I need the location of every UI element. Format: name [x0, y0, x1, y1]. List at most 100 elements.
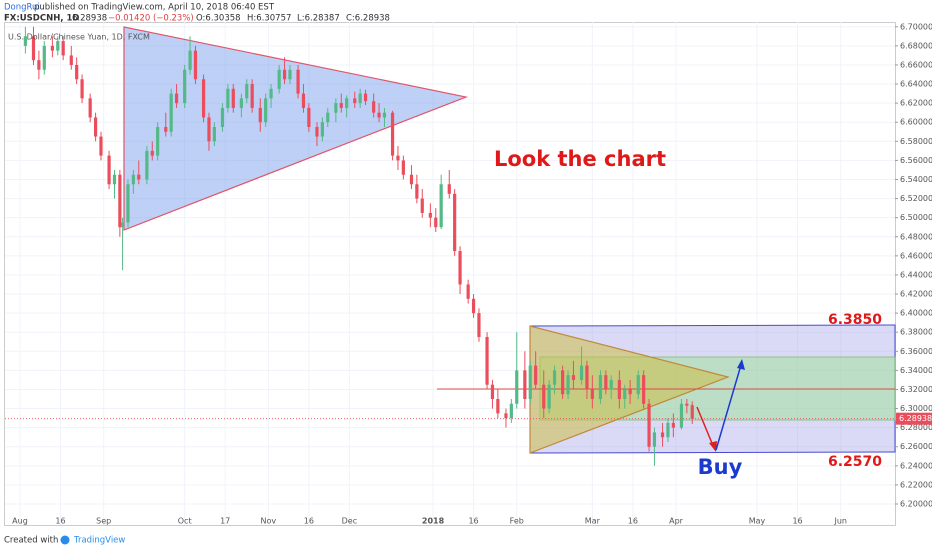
candle-body [363, 93, 368, 102]
candle-body [552, 370, 557, 385]
candle-body [428, 212, 432, 218]
candle-body [42, 45, 46, 70]
candle-body [345, 98, 349, 108]
y-tick-label: 6.30000 [900, 404, 932, 413]
footer-brand[interactable]: TradingView [73, 536, 125, 546]
y-tick-label: 6.50000 [900, 213, 932, 222]
y-tick-label: 6.52000 [900, 194, 932, 203]
candle-body [315, 126, 319, 137]
candle-body [245, 84, 249, 99]
x-tick-label: 16 [792, 517, 802, 526]
candle-body [169, 93, 173, 132]
candle-body [571, 375, 576, 380]
annotation: Look the chart [494, 147, 666, 171]
x-tick-label: Jun [833, 517, 847, 526]
candle-body [326, 112, 330, 123]
candle-body [31, 36, 36, 61]
candle-body [69, 55, 73, 65]
y-tick-label: 6.58000 [900, 137, 932, 146]
candle-body [579, 365, 584, 380]
candle-body [353, 98, 357, 104]
change: −0.01420 (−0.23%) [108, 14, 194, 24]
candle-body [188, 50, 192, 70]
candle-body [99, 136, 103, 156]
candle-body [679, 403, 684, 428]
candle-body [296, 69, 300, 94]
candle-body [566, 375, 570, 395]
x-tick-label: Feb [510, 517, 524, 526]
y-tick-label: 6.36000 [900, 347, 932, 356]
candle-body [390, 112, 395, 156]
y-tick-label: 6.38000 [900, 328, 932, 337]
arrow-head [709, 441, 717, 452]
candle-body [609, 379, 613, 390]
author[interactable]: DongRui [4, 3, 40, 13]
candle-body [174, 93, 179, 104]
x-tick-label: Oct [178, 517, 192, 526]
y-tick-label: 6.60000 [900, 118, 932, 127]
candle-body [220, 107, 225, 127]
candle-body [88, 98, 92, 118]
y-tick-label: 6.22000 [900, 480, 932, 489]
x-tick-label: 17 [220, 517, 230, 526]
candle-body [542, 384, 546, 409]
candle-body [453, 193, 457, 252]
y-tick-label: 6.26000 [900, 442, 932, 451]
candle-body [490, 384, 495, 400]
candle-body [150, 150, 154, 156]
candle-body [145, 150, 149, 180]
annotation: Buy [698, 455, 743, 479]
candle-body [509, 403, 513, 419]
candle-body [420, 198, 424, 213]
candle-body [250, 84, 254, 108]
x-tick-label: 16 [304, 517, 314, 526]
annotation: 6.2570 [828, 454, 882, 470]
candle-body [590, 389, 594, 400]
x-tick-label: 16 [628, 517, 638, 526]
x-tick-label: Apr [669, 517, 684, 526]
candle-body [471, 298, 476, 314]
candle-body [382, 112, 387, 118]
candle-body [660, 432, 665, 438]
candle-body [301, 93, 306, 108]
y-tick-label: 6.34000 [900, 366, 932, 375]
y-tick-label: 6.46000 [900, 251, 932, 260]
candle-body [282, 69, 287, 80]
y-tick-label: 6.70000 [900, 22, 932, 31]
logo [60, 535, 70, 545]
candle-body [496, 399, 500, 414]
candle-body [690, 405, 694, 419]
candle-body [193, 50, 198, 80]
candle-body [277, 69, 281, 89]
y-tick-label: 6.68000 [900, 41, 932, 50]
close: C:6.28938 [346, 14, 390, 24]
candle-body [523, 370, 527, 400]
open: O:6.30358 [196, 14, 241, 24]
axes: 6.70000 6.68000 6.66000 6.64000 6.62000 6.600… [12, 22, 932, 526]
candle-body [685, 403, 689, 406]
candle-body [307, 107, 311, 127]
candle-body [126, 184, 130, 223]
candle-body [666, 422, 670, 438]
candle-body [528, 365, 532, 400]
candle-body [636, 375, 640, 395]
candle-body [415, 184, 419, 199]
candle-body [320, 122, 324, 137]
grid [5, 22, 895, 525]
candle-body [671, 422, 675, 428]
annotation: 6.3850 [828, 312, 882, 328]
candle-body [118, 174, 122, 228]
candle-body [61, 41, 65, 56]
x-tick-label: 16 [55, 517, 65, 526]
candle-body [264, 98, 268, 123]
candle-body [107, 155, 111, 185]
plot-frame [4, 22, 896, 526]
candle-body [628, 389, 632, 395]
candle-body [56, 41, 60, 51]
candle-body [93, 117, 98, 137]
x-tick-label: Sep [96, 517, 111, 526]
candle-body [439, 184, 443, 228]
candle-body [339, 103, 343, 108]
